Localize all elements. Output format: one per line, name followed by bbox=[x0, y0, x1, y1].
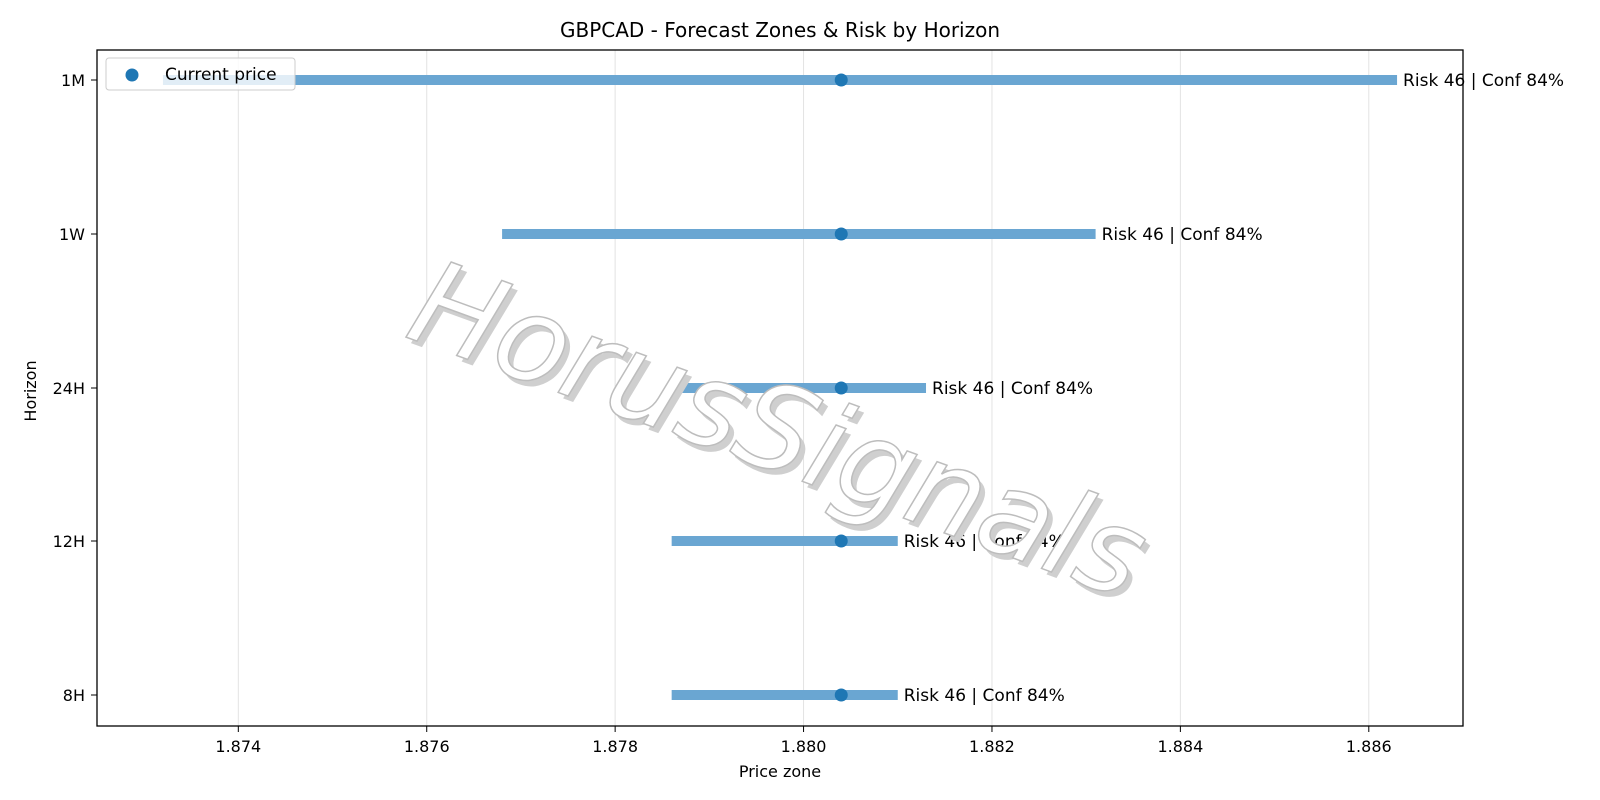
x-axis-label: Price zone bbox=[739, 762, 821, 781]
x-tick-label: 1.874 bbox=[215, 737, 261, 756]
legend-marker-current-price bbox=[125, 68, 139, 82]
x-tick-label: 1.880 bbox=[781, 737, 827, 756]
current-price-marker bbox=[834, 227, 848, 241]
current-price-marker bbox=[834, 688, 848, 702]
forecast-zones: Risk 46 | Conf 84% Risk 46 | Conf 84% Risk… bbox=[162, 71, 1564, 706]
risk-confidence-label: Risk 46 | Conf 84% bbox=[904, 686, 1065, 706]
x-tick-label: 1.886 bbox=[1346, 737, 1392, 756]
risk-confidence-label: Risk 46 | Conf 84% bbox=[1102, 225, 1263, 245]
watermark: HorusSignals HorusSignals bbox=[393, 232, 1169, 632]
x-axis: 1.874 1.876 1.878 1.880 1.882 1.884 1.886 bbox=[215, 726, 1392, 756]
y-tick-label: 1W bbox=[59, 225, 85, 244]
x-tick-label: 1.876 bbox=[404, 737, 450, 756]
current-price-marker bbox=[834, 381, 848, 395]
y-axis-label: Horizon bbox=[21, 360, 40, 421]
risk-confidence-label: Risk 46 | Conf 84% bbox=[904, 532, 1065, 552]
y-axis: 1M 1W 24H 12H 8H bbox=[53, 71, 97, 705]
y-tick-label: 12H bbox=[53, 532, 85, 551]
x-tick-label: 1.878 bbox=[592, 737, 638, 756]
watermark-text: HorusSignals bbox=[393, 233, 1163, 626]
legend: Current price bbox=[105, 57, 296, 91]
risk-confidence-label: Risk 46 | Conf 84% bbox=[932, 379, 1093, 399]
legend-box bbox=[105, 57, 296, 91]
grid-lines bbox=[237, 50, 1370, 726]
x-tick-label: 1.882 bbox=[969, 737, 1015, 756]
legend-label-current-price: Current price bbox=[165, 65, 277, 85]
current-price-marker bbox=[834, 73, 848, 87]
y-tick-label: 24H bbox=[53, 379, 85, 398]
current-price-marker bbox=[834, 534, 848, 548]
x-tick-label: 1.884 bbox=[1157, 737, 1203, 756]
y-tick-label: 1M bbox=[61, 71, 85, 90]
chart-title: GBPCAD - Forecast Zones & Risk by Horizo… bbox=[560, 18, 1000, 42]
risk-confidence-label: Risk 46 | Conf 84% bbox=[1403, 71, 1564, 91]
y-tick-label: 8H bbox=[63, 686, 85, 705]
